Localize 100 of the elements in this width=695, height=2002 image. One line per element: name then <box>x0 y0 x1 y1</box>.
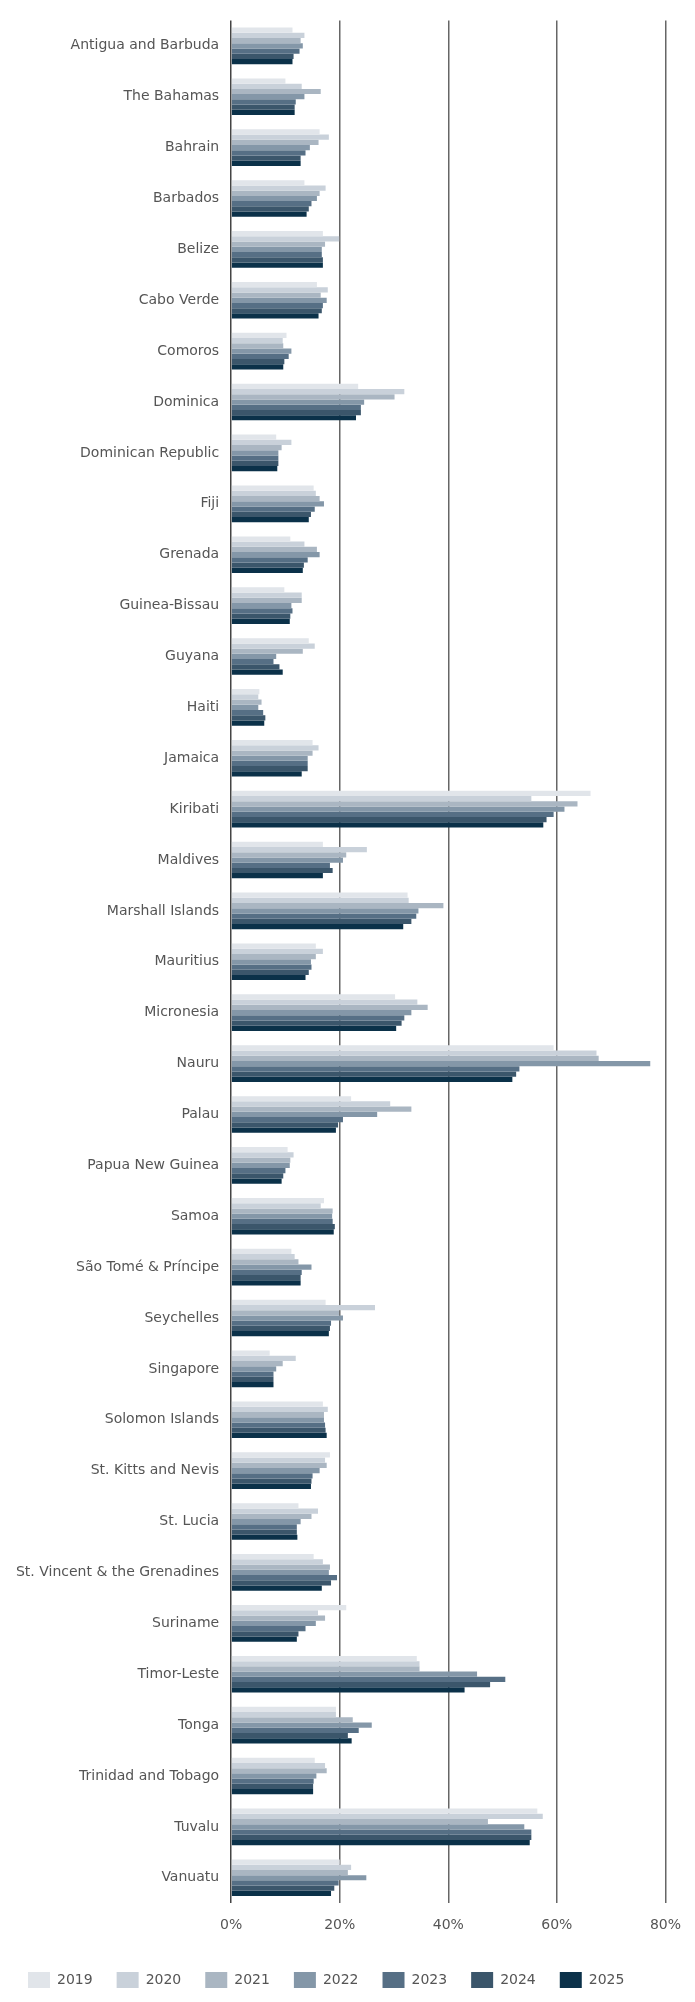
bar <box>231 1620 316 1626</box>
bar <box>231 206 309 212</box>
y-tick-label: Grenada <box>159 545 220 562</box>
y-tick-label: St. Kitts and Nevis <box>90 1461 220 1478</box>
bar <box>231 1045 554 1051</box>
bar <box>231 150 306 156</box>
bar <box>231 1173 284 1179</box>
bar <box>231 88 321 95</box>
bar <box>231 1483 311 1489</box>
bar <box>231 466 278 472</box>
legend-label: 2024 <box>500 1970 536 1987</box>
bar <box>231 1580 332 1586</box>
bar <box>231 78 286 84</box>
bar <box>231 567 303 574</box>
bar <box>231 1473 313 1479</box>
bar <box>231 409 361 416</box>
bar <box>231 1208 333 1214</box>
y-tick-label: Comoros <box>157 341 220 358</box>
bar <box>231 903 444 909</box>
bar <box>231 415 356 421</box>
bar <box>231 1778 314 1784</box>
bar <box>231 994 396 1000</box>
bar <box>231 1585 322 1591</box>
bar <box>231 755 308 761</box>
y-tick-label: St. Vincent & the Grenadines <box>15 1563 220 1580</box>
bar <box>231 195 317 202</box>
bar <box>231 1197 324 1204</box>
bar <box>231 445 282 451</box>
bar <box>231 1518 301 1525</box>
bar <box>231 1422 326 1428</box>
bar <box>231 399 365 405</box>
bar <box>231 155 301 161</box>
y-tick-label: Belize <box>177 240 220 257</box>
bar <box>231 292 321 298</box>
bar <box>231 852 347 858</box>
bar <box>231 999 418 1005</box>
bar <box>231 964 312 970</box>
bar <box>231 1025 397 1032</box>
bar <box>231 1055 599 1061</box>
bar <box>231 1706 336 1713</box>
bar <box>231 185 326 191</box>
bar <box>231 1625 306 1632</box>
bar <box>231 1554 314 1560</box>
y-tick-label: The Bahamas <box>122 87 220 104</box>
bar <box>231 190 320 196</box>
bar <box>231 715 266 721</box>
y-tick-label: Guyana <box>165 647 220 664</box>
bar <box>231 1875 367 1881</box>
bar <box>231 745 319 751</box>
bar <box>231 608 293 614</box>
bar <box>231 669 283 675</box>
y-tick-label: Trinidad and Tobago <box>77 1766 220 1783</box>
bar <box>231 332 287 339</box>
bar <box>231 58 293 65</box>
y-tick-label: Kiribati <box>169 799 220 816</box>
bar <box>231 1717 353 1723</box>
x-tick-label: 80% <box>649 1916 681 1933</box>
bar <box>231 709 264 716</box>
bar <box>231 32 305 38</box>
bar <box>231 1254 295 1260</box>
y-tick-label: São Tomé & Príncipe <box>76 1257 220 1274</box>
y-tick-label: Timor-Leste <box>136 1664 220 1681</box>
bar <box>231 750 313 756</box>
bar <box>231 134 329 140</box>
bar <box>231 892 408 898</box>
bar <box>231 1559 323 1565</box>
bar <box>231 1503 299 1509</box>
bar <box>231 597 302 603</box>
bar <box>231 816 547 823</box>
bar <box>231 1203 321 1209</box>
y-tick-label: Cabo Verde <box>138 290 220 307</box>
bar <box>231 501 324 507</box>
bar <box>231 343 284 349</box>
bar <box>231 1427 326 1433</box>
bar <box>231 1666 420 1672</box>
bar <box>231 1575 337 1581</box>
bar <box>231 302 323 309</box>
y-tick-label: St. Lucia <box>159 1512 220 1529</box>
bar <box>231 139 319 145</box>
bar <box>231 1824 525 1830</box>
legend-label: 2022 <box>322 1970 359 1987</box>
bar <box>231 1631 299 1637</box>
y-tick-label: Tuvalu <box>173 1817 220 1834</box>
bar <box>231 969 309 975</box>
bar <box>231 1417 324 1423</box>
bar <box>231 1508 318 1514</box>
bar <box>231 180 305 186</box>
legend-label: 2019 <box>57 1970 93 1987</box>
bar <box>231 1864 352 1870</box>
bar <box>231 908 419 914</box>
bar <box>231 1513 312 1519</box>
bar <box>231 109 295 116</box>
bar <box>231 1178 282 1184</box>
bar <box>231 1050 597 1056</box>
bar <box>231 1762 326 1769</box>
bar <box>231 1813 543 1820</box>
bar <box>231 1315 343 1321</box>
bar <box>231 495 320 502</box>
bar <box>231 739 313 746</box>
bar <box>231 846 367 853</box>
